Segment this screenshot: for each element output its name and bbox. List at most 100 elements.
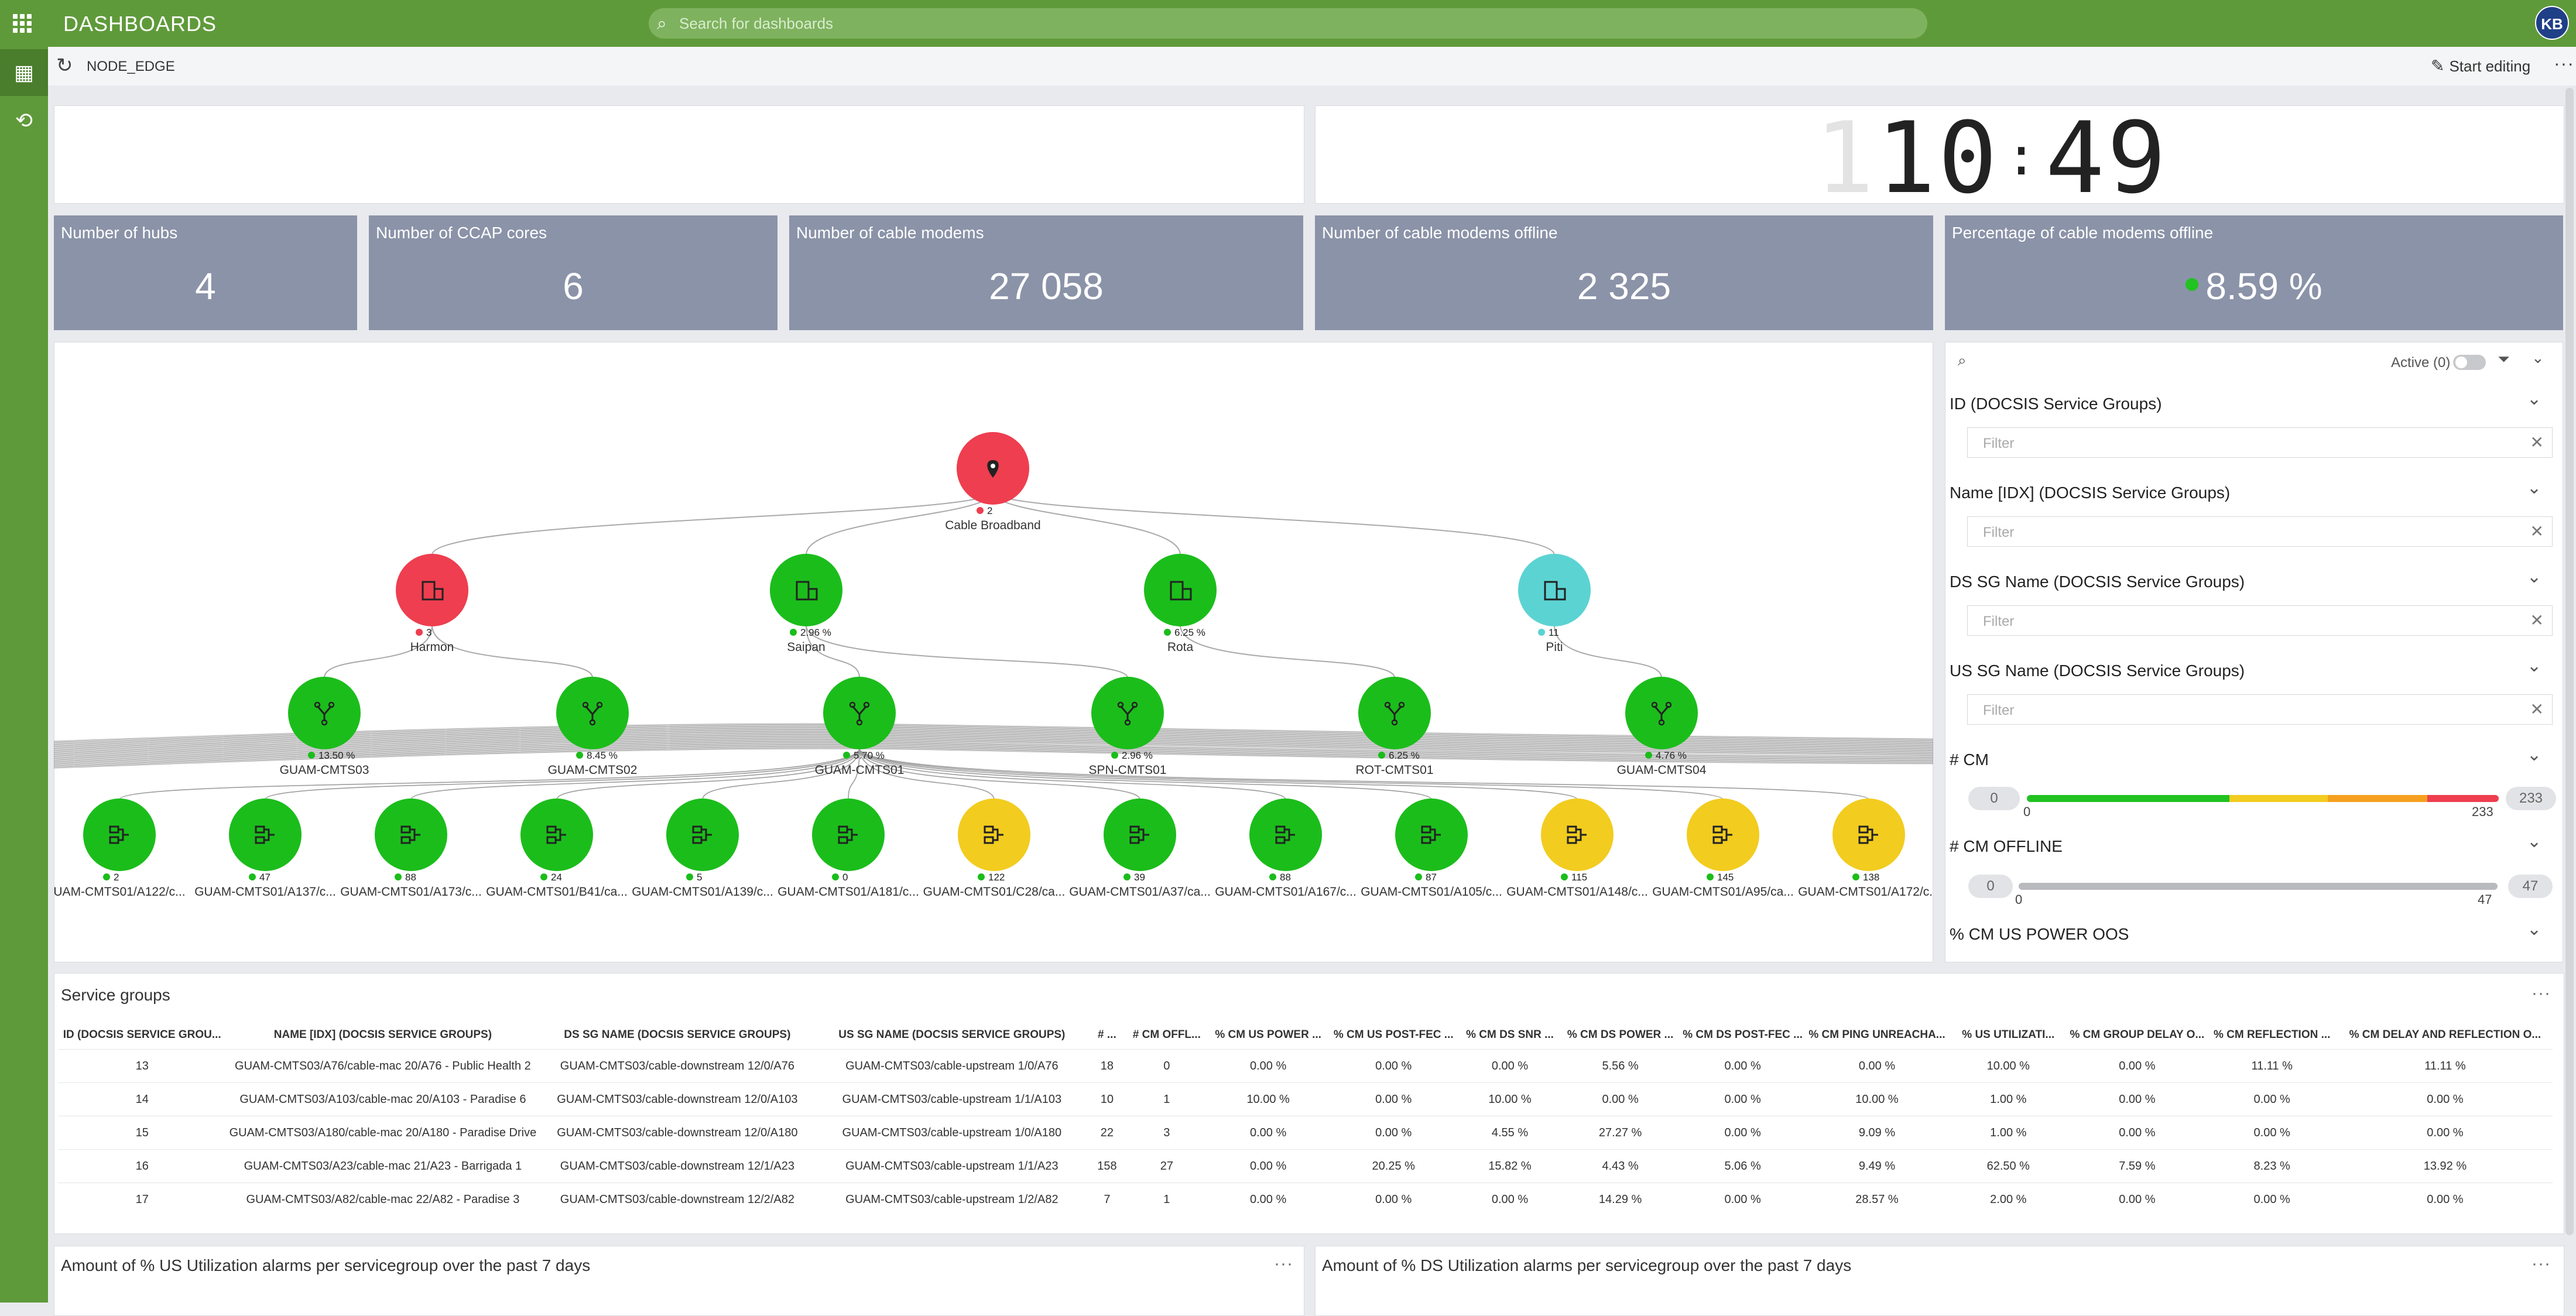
node-circle[interactable] (1104, 798, 1176, 871)
page-scrollbar[interactable] (2565, 88, 2574, 1235)
node-circle[interactable] (1687, 798, 1759, 871)
node-circle[interactable] (520, 798, 593, 871)
dashboards-tree-icon[interactable]: ▦ (0, 49, 48, 96)
node-hub[interactable]: 11 Piti (1518, 554, 1591, 654)
breadcrumb[interactable]: NODE_EDGE (87, 59, 175, 74)
search-input[interactable]: ⌕ Search for dashboards (649, 8, 1927, 39)
chevron-down-icon[interactable]: ⌄ (2527, 389, 2542, 409)
cm-range-bar-green[interactable] (2027, 795, 2229, 802)
filter-search-icon[interactable]: ⌕ (1958, 351, 1967, 369)
topology-graph[interactable]: 2 Cable Broadband 3 Harmon 2.96 % Saipan 6.25 … (54, 342, 1933, 962)
node-ccap[interactable]: 2.96 % SPN-CMTS01 (1088, 677, 1167, 777)
node-cable-broadband[interactable]: 2 Cable Broadband (945, 432, 1041, 532)
topology-nodes[interactable]: 2 Cable Broadband 3 Harmon 2.96 % Saipan 6.25 … (54, 432, 1933, 899)
clear-icon[interactable]: ✕ (2530, 522, 2544, 540)
node-ccap[interactable]: 13.50 % GUAM-CMTS03 (280, 677, 369, 777)
column-header[interactable]: ID (DOCSIS SERVICE GROU... (63, 1029, 221, 1041)
column-header[interactable]: % CM DS SNR ... (1466, 1029, 1554, 1041)
cm-range-bar-orange[interactable] (2328, 795, 2427, 802)
chevron-down-icon[interactable]: ⌄ (2527, 832, 2542, 851)
column-header[interactable]: % CM DS POWER ... (1567, 1029, 1674, 1041)
node-ccap[interactable]: 8.45 % GUAM-CMTS02 (548, 677, 638, 777)
filter-section-ds-sg[interactable]: DS SG Name (DOCSIS Service Groups) (1950, 573, 2245, 591)
node-hub[interactable]: 6.25 % Rota (1144, 554, 1217, 654)
user-avatar[interactable]: KB (2535, 6, 2569, 40)
node-circle[interactable] (770, 554, 842, 626)
node-circle[interactable] (396, 554, 468, 626)
table-row[interactable]: 16 GUAM-CMTS03/A23/cable-mac 21/A23 - Bar… (59, 1149, 2553, 1183)
clear-icon[interactable]: ✕ (2530, 433, 2544, 451)
cm-min-input[interactable]: 0 (1968, 787, 2020, 810)
app-title[interactable]: DASHBOARDS (63, 12, 217, 36)
node-service-group[interactable]: 87 GUAM-CMTS01/A105/c... (1361, 798, 1502, 899)
filter-section-name[interactable]: Name [IDX] (DOCSIS Service Groups) (1950, 484, 2231, 502)
filter-section-id[interactable]: ID (DOCSIS Service Groups) (1950, 395, 2162, 413)
column-header[interactable]: US SG NAME (DOCSIS SERVICE GROUPS) (838, 1029, 1066, 1041)
app-launcher-icon[interactable] (13, 14, 32, 33)
collapse-all-chevron-icon[interactable]: ⌄ (2532, 349, 2544, 366)
filter-section-cm-offline[interactable]: # CM OFFLINE (1950, 837, 2063, 855)
cm-offline-max-input[interactable]: 47 (2508, 875, 2553, 898)
column-header[interactable]: % CM REFLECTION ... (2213, 1029, 2331, 1041)
node-hub[interactable]: 3 Harmon (396, 554, 468, 654)
column-header[interactable]: % CM US POWER ... (1215, 1029, 1321, 1041)
table-row[interactable]: 15 GUAM-CMTS03/A180/cable-mac 20/A180 - P… (59, 1116, 2553, 1150)
kpi-modems-offline[interactable]: Number of cable modems offline 2 325 (1315, 215, 1933, 330)
node-service-group[interactable]: 145 GUAM-CMTS01/A95/ca... (1652, 798, 1794, 899)
node-circle[interactable] (666, 798, 739, 871)
more-options-icon[interactable]: ··· (2554, 53, 2574, 74)
node-service-group[interactable]: 39 GUAM-CMTS01/A37/ca... (1069, 798, 1211, 899)
cm-max-input[interactable]: 233 (2506, 787, 2556, 810)
column-header[interactable]: % US UTILIZATI... (1962, 1029, 2055, 1041)
kpi-hubs[interactable]: Number of hubs 4 (54, 215, 357, 330)
active-filters-toggle[interactable] (2453, 355, 2486, 370)
node-circle[interactable] (1541, 798, 1614, 871)
filter-input-us-sg[interactable]: Filter ✕ (1967, 694, 2553, 725)
node-service-group[interactable]: 24 GUAM-CMTS01/B41/ca... (486, 798, 628, 899)
refresh-icon[interactable]: ↻ (56, 54, 73, 77)
kpi-percent-offline[interactable]: Percentage of cable modems offline 8.59 … (1945, 215, 2563, 330)
node-circle[interactable] (83, 798, 156, 871)
node-service-group[interactable]: 115 GUAM-CMTS01/A148/c... (1506, 798, 1648, 899)
node-service-group[interactable]: 0 GUAM-CMTS01/A181/c... (777, 798, 919, 899)
node-service-group[interactable]: 88 GUAM-CMTS01/A173/c... (340, 798, 482, 899)
table-row[interactable]: 14 GUAM-CMTS03/A103/cable-mac 20/A103 - P… (59, 1082, 2553, 1116)
node-service-group[interactable]: 2 UAM-CMTS01/A122/c... (54, 798, 186, 899)
node-circle[interactable] (375, 798, 447, 871)
filter-input-ds-sg[interactable]: Filter ✕ (1967, 605, 2553, 636)
node-service-group[interactable]: 5 GUAM-CMTS01/A139/c... (632, 798, 773, 899)
column-header[interactable]: # CM OFFL... (1132, 1029, 1201, 1041)
clear-icon[interactable]: ✕ (2530, 611, 2544, 629)
column-header[interactable]: DS SG NAME (DOCSIS SERVICE GROUPS) (564, 1029, 791, 1041)
chevron-down-icon[interactable]: ⌄ (2527, 478, 2542, 498)
node-service-group[interactable]: 88 GUAM-CMTS01/A167/c... (1215, 798, 1356, 899)
node-circle[interactable] (1832, 798, 1905, 871)
chevron-down-icon[interactable]: ⌄ (2527, 920, 2542, 939)
panel-more-icon[interactable]: ··· (1274, 1254, 1293, 1273)
column-header[interactable]: % CM GROUP DELAY O... (2070, 1029, 2205, 1041)
panel-more-icon[interactable]: ··· (2532, 983, 2551, 1003)
filter-input-name[interactable]: Filter ✕ (1967, 516, 2553, 547)
node-service-group[interactable]: 138 GUAM-CMTS01/A172/c... (1798, 798, 1933, 899)
chevron-down-icon[interactable]: ⌄ (2527, 567, 2542, 587)
start-editing-button[interactable]: ✎ Start editing (2431, 56, 2530, 76)
node-circle[interactable] (1249, 798, 1322, 871)
node-circle[interactable] (229, 798, 302, 871)
cm-range-bar-red[interactable] (2427, 795, 2499, 802)
node-circle[interactable] (958, 798, 1030, 871)
node-circle[interactable] (812, 798, 885, 871)
filter-section-us-sg[interactable]: US SG Name (DOCSIS Service Groups) (1950, 662, 2245, 680)
node-ccap[interactable]: 6.25 % ROT-CMTS01 (1355, 677, 1434, 777)
clear-icon[interactable]: ✕ (2530, 700, 2544, 718)
node-ccap[interactable]: 5.70 % GUAM-CMTS01 (815, 677, 905, 777)
history-icon[interactable]: ⟲ (15, 108, 33, 132)
column-header[interactable]: % CM DELAY AND REFLECTION O... (2349, 1029, 2541, 1041)
node-service-group[interactable]: 122 GUAM-CMTS01/C28/ca... (923, 798, 1066, 899)
chevron-down-icon[interactable]: ⌄ (2527, 745, 2542, 765)
table-row[interactable]: 17 GUAM-CMTS03/A82/cable-mac 22/A82 - Par… (59, 1183, 2553, 1216)
node-circle[interactable] (1144, 554, 1217, 626)
column-header[interactable]: NAME [IDX] (DOCSIS SERVICE GROUPS) (273, 1029, 492, 1041)
column-header[interactable]: % CM US POST-FEC ... (1333, 1029, 1454, 1041)
node-circle[interactable] (1395, 798, 1468, 871)
column-header[interactable]: % CM PING UNREACHA... (1808, 1029, 1945, 1041)
